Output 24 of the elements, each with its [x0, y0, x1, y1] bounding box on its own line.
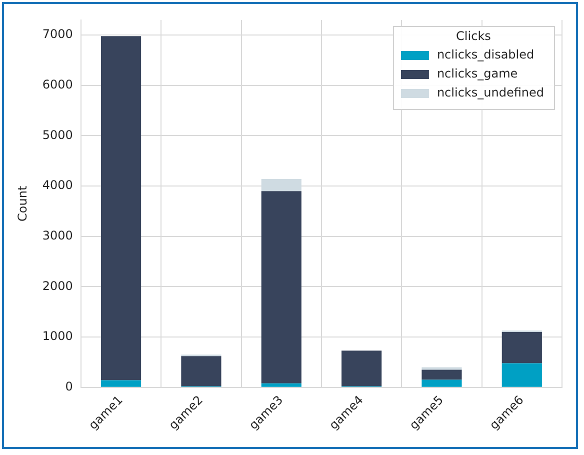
- legend-label: nclicks_game: [436, 66, 518, 81]
- bar: [422, 380, 462, 387]
- legend-label: nclicks_undefined: [436, 86, 544, 100]
- y-axis-title: Count: [15, 186, 30, 222]
- bar: [100, 380, 142, 387]
- y-tick-label: 7000: [42, 27, 73, 42]
- y-tick-label: 0: [65, 379, 73, 394]
- bar: [502, 363, 542, 387]
- y-tick-label: 3000: [42, 228, 73, 243]
- bar: [100, 36, 142, 380]
- y-tick-label: 6000: [42, 78, 73, 92]
- y-tick-label: 1000: [42, 329, 73, 344]
- legend-label: nclicks_disabled: [436, 48, 534, 62]
- bar: [261, 383, 302, 387]
- bar: [502, 332, 542, 364]
- bar: [422, 367, 462, 370]
- bar: [422, 370, 462, 380]
- y-tick-label: 5000: [42, 128, 73, 142]
- y-tick-label: 2000: [42, 278, 73, 293]
- bar: [181, 356, 222, 386]
- legend-title: Clicks: [456, 29, 491, 44]
- bar: [342, 350, 382, 386]
- bar: [261, 191, 302, 384]
- y-tick-label: 4000: [42, 178, 73, 192]
